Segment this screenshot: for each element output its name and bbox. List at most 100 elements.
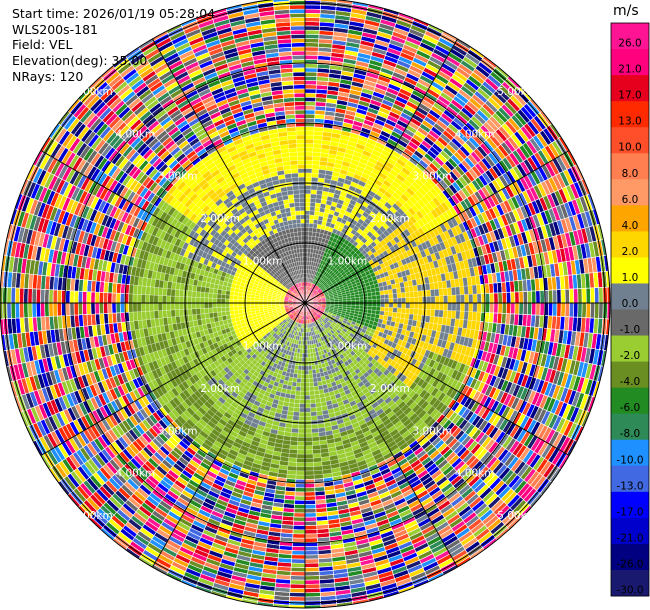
velocity-gate [137,311,143,321]
velocity-gate [35,288,42,304]
velocity-gate [289,398,296,404]
velocity-gate [308,378,314,383]
velocity-gate [294,483,306,489]
velocity-gate [149,310,155,320]
velocity-gate [225,298,230,304]
velocity-gate [220,302,226,308]
velocity-gate [86,302,92,315]
velocity-gate [311,365,316,370]
velocity-gate [312,440,321,446]
velocity-gate [290,575,306,581]
velocity-gate [191,296,197,304]
velocity-gate [310,356,315,362]
velocity-gate [359,305,364,310]
velocity-gate [522,302,528,315]
velocity-gate [297,445,306,451]
velocity-gate [560,302,566,317]
velocity-gate [220,307,226,312]
velocity-gate [297,369,302,375]
velocity-gate [246,299,251,304]
velocity-gate [510,302,516,315]
velocity-gate [229,310,235,315]
velocity-gate [297,432,306,438]
velocity-gate [94,291,100,304]
velocity-gate [505,302,512,315]
velocity-gate [158,310,164,319]
velocity-gate [311,436,320,442]
velocity-gate [485,302,491,314]
velocity-gate [191,302,197,310]
velocity-gate [314,389,320,396]
velocity-gate [315,406,323,412]
velocity-gate [196,313,202,321]
velocity-gate [380,302,385,308]
velocity-gate [216,293,222,299]
velocity-gate [149,286,155,296]
velocity-gate [301,361,306,367]
velocity-gate [289,440,298,446]
velocity-gate [132,311,139,322]
velocity-gate [371,306,377,311]
velocity-gate [489,302,495,314]
velocity-gate [233,302,239,307]
velocity-gate [409,308,415,315]
velocity-gate [289,579,306,585]
velocity-gate [208,287,214,294]
velocity-gate [309,386,315,392]
velocity-gate [585,302,591,319]
velocity-gate [179,289,185,297]
velocity-gate [383,311,389,317]
velocity-gate [10,302,16,319]
velocity-gate [299,352,303,358]
velocity-gate [451,310,457,319]
velocity-gate [304,390,310,396]
velocity-gate [384,307,390,312]
velocity-gate [166,302,171,311]
velocity-gate [298,411,306,417]
velocity-gate [304,466,314,472]
velocity-gate [476,302,482,313]
velocity-gate [375,310,381,315]
velocity-gate [103,302,109,314]
velocity-gate [304,516,317,522]
velocity-gate [304,554,319,560]
velocity-gate [300,386,306,392]
velocity-gate [556,302,562,317]
velocity-gate [309,390,315,396]
velocity-gate [455,302,461,312]
velocity-gate [216,302,222,308]
velocity-gate [166,288,172,297]
velocity-gate [426,302,432,310]
velocity-gate [90,291,96,304]
velocity-gate [304,545,319,552]
velocity-gate [304,407,311,413]
velocity-gate [304,449,314,455]
velocity-gate [267,304,272,308]
velocity-gate [304,399,311,404]
velocity-gate [313,465,323,471]
velocity-gate [195,297,201,304]
velocity-gate [430,309,436,317]
velocity-gate [297,441,306,446]
velocity-gate [409,302,415,309]
velocity-gate [296,382,301,388]
velocity-gate [212,302,218,308]
velocity-gate [246,296,251,301]
velocity-gate [111,302,117,314]
velocity-gate [48,302,54,317]
velocity-gate [304,562,320,568]
velocity-gate [310,415,318,421]
velocity-gate [40,288,46,304]
velocity-gate [221,289,227,295]
velocity-gate [289,394,296,400]
velocity-gate [307,344,310,350]
velocity-gate [304,499,316,505]
velocity-gate [408,313,414,321]
velocity-gate [311,369,317,375]
velocity-gate [295,390,301,396]
velocity-gate [217,289,223,295]
velocity-gate [471,311,478,322]
velocity-gate [293,512,306,518]
velocity-gate [460,302,465,312]
velocity-gate [354,305,360,309]
